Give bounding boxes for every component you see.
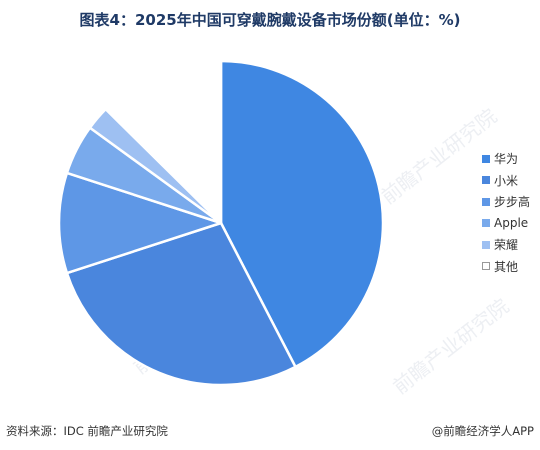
legend-item: 荣耀 bbox=[482, 234, 530, 256]
chart-title: 图表4：2025年中国可穿戴腕戴设备市场份额(单位：%) bbox=[79, 11, 461, 29]
legend-swatch bbox=[482, 240, 490, 249]
pie-slice-1 bbox=[219, 59, 385, 369]
legend-swatch bbox=[482, 219, 490, 228]
credit-text: @前瞻经济学人APP bbox=[431, 424, 534, 438]
pie-slices bbox=[57, 59, 385, 387]
legend-label: 其他 bbox=[494, 259, 519, 274]
pie-slice-2 bbox=[65, 221, 297, 387]
legend-label: 小米 bbox=[494, 173, 519, 188]
legend-item: Apple bbox=[482, 213, 530, 235]
legend-label: 荣耀 bbox=[494, 238, 519, 253]
legend-label: Apple bbox=[494, 216, 529, 231]
credit: @前瞻经济学人APP bbox=[432, 423, 534, 439]
legend-item: 华为 bbox=[482, 148, 530, 170]
source-note: 资料来源：IDC 前瞻产业研究院 bbox=[6, 424, 168, 438]
legend-item: 小米 bbox=[482, 170, 530, 192]
pie-slice-6 bbox=[104, 59, 223, 225]
legend-swatch bbox=[482, 262, 490, 271]
legend-item: 其他 bbox=[482, 256, 530, 278]
legend: 华为 小米 步步高 Apple 荣耀 其他 bbox=[482, 148, 530, 277]
legend-label: 步步高 bbox=[494, 195, 531, 210]
legend-swatch bbox=[482, 176, 490, 185]
watermark-4: 前瞻产业研究院 bbox=[388, 294, 513, 399]
pie-slice-3 bbox=[57, 171, 223, 275]
legend-swatch bbox=[482, 154, 490, 163]
legend-label: 华为 bbox=[494, 152, 519, 167]
legend-swatch bbox=[482, 197, 490, 206]
legend-item: 步步高 bbox=[482, 191, 530, 213]
